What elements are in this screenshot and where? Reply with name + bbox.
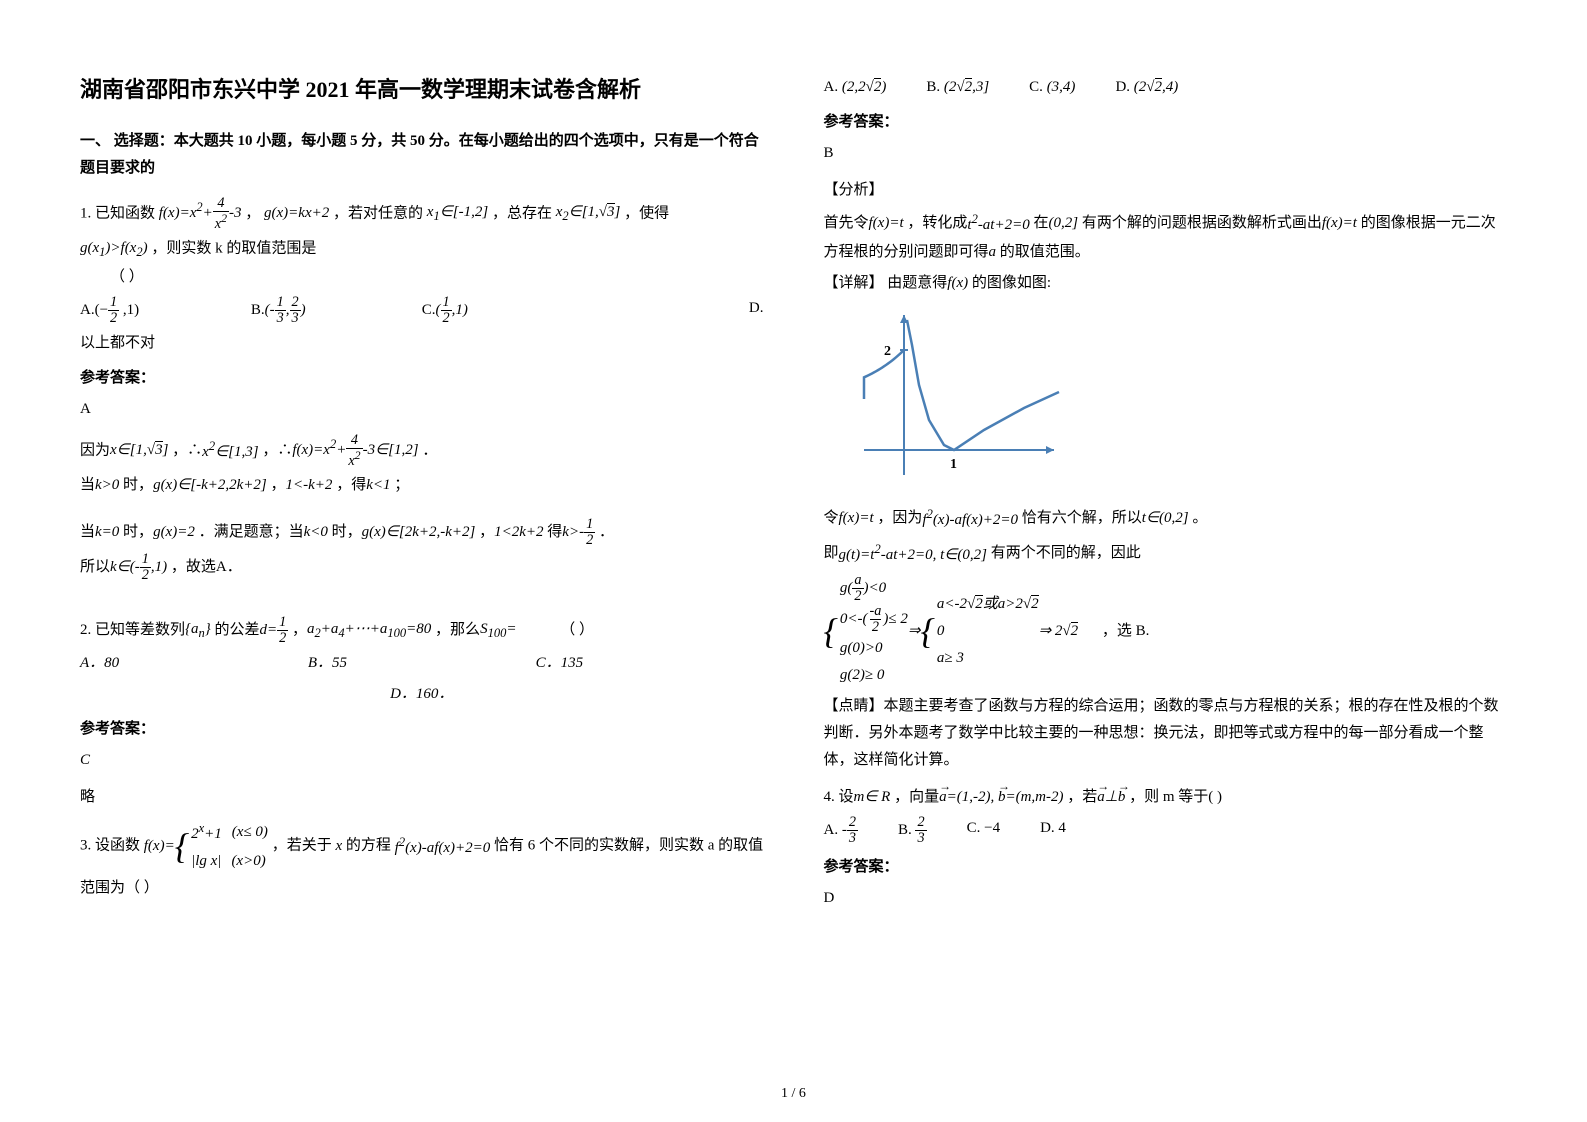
q3-optD: D. (2√2,4) [1115,74,1178,101]
q3-analysis-header: 【分析】 [824,177,1508,204]
q4-optB: B. 23 [898,815,927,846]
left-column: 湖南省邵阳市东兴中学 2021 年高一数学理期末试卷含解析 一、 选择题：本大题… [80,70,764,1078]
q1-optD2: 以上都不对 [80,330,764,357]
q4-answer: D [824,885,1508,912]
q2-omit: 略 [80,784,764,811]
q2-optD: D．160． [80,681,764,708]
q2-options-row1: A．80 B．55 C．135 [80,650,764,677]
q2-answer-header: 参考答案： [80,716,764,743]
q3-detail-header: 【详解】 [824,275,884,291]
q1-expl-2: 当k>0 时，g(x)∈[-k+2,2k+2] ，1<-k+2 ，得k<1 ； [80,472,764,499]
q1-num: 1. [80,205,91,221]
q1-answer-header: 参考答案： [80,365,764,392]
q1-optB: B.(-13,23) [251,295,422,326]
q2: 2. 已知等差数列{an} 的公差d=12 ，a2+a4+⋯+a100=80 ，… [80,615,764,646]
q3-detail-2: 令f(x)=t ，因为f2(x)-af(x)+2=0 恰有六个解，所以t∈(0,… [824,503,1508,534]
svg-text:1: 1 [950,457,957,472]
q3-analysis-p1: 首先令f(x)=t ，转化成t2-at+2=0 在(0,2] 有两个解的问题根据… [824,208,1508,266]
svg-text:2: 2 [884,344,891,359]
q1: 1. 已知函数 f(x)=x2+4x2-3 ， g(x)=kx+2 ，若对任意的… [80,196,764,232]
q4: 4. 设m∈ R ，向量→a=(1,-2), →b=(m,m-2) ，若→a⊥→… [824,784,1508,811]
q1-answer: A [80,396,764,423]
q3-dianjing: 本题主要考查了函数与方程的综合运用；函数的零点与方程根的关系；根的存在性及根的个… [824,698,1499,768]
q2-optB: B．55 [308,650,536,677]
q1-expl-1: 因为x∈[1,√3] ，∴x2∈[1,3] ，∴f(x)=x2+4x2-3∈[1… [80,433,764,469]
q2-answer: C [80,747,764,774]
q4-answer-header: 参考答案： [824,854,1508,881]
q1-optC: C.(12,1) [422,295,593,326]
q4-options: A. -23 B. 23 C. −4 D. 4 [824,815,1508,846]
q1-paren: （ ） [110,264,764,291]
q1-expl-4: 所以k∈(-12,1) ，故选A． [80,552,764,583]
q3-dianjing-header: 【点睛】 [824,698,884,714]
q4-optD: D. 4 [1040,815,1066,846]
page-footer: 1 / 6 [80,1086,1507,1102]
q1-g-expr: g(x)=kx+2 [264,200,329,227]
q3: 3. 设函数 f(x)={2x+1(x≤ 0)|lg x|(x>0) ，若关于 … [80,817,764,902]
q1-text-1: 已知函数 [95,205,155,221]
q3-options: A. (2,2√2) B. (2√2,3] C. (3,4) D. (2√2,4… [824,74,1508,101]
section-intro: 一、 选择题：本大题共 10 小题，每小题 5 分，共 50 分。在每小题给出的… [80,128,764,182]
q3-graph: 21 [854,305,1508,495]
q3-detail-3: 即g(t)=t2-at+2=0, t∈(0,2] 有两个不同的解，因此 [824,538,1508,569]
q3-optB: B. (2√2,3] [926,74,989,101]
q1-f-expr: f(x)=x2+4x2-3 [159,196,242,232]
q1-optA: A.(−12 ,1) [80,295,251,326]
q3-piecewise: f(x)={2x+1(x≤ 0)|lg x|(x>0) [144,817,268,875]
q1-optD: D. [593,295,764,326]
q4-optA: A. -23 [824,815,858,846]
q2-optC: C．135 [536,650,764,677]
q1-expl-3: 当k=0 时，g(x)=2 ．满足题意；当k<0 时，g(x)∈[2k+2,-k… [80,517,764,548]
q3-answer: B [824,140,1508,167]
q1-options: A.(−12 ,1) B.(-13,23) C.(12,1) D. [80,295,764,326]
doc-title: 湖南省邵阳市东兴中学 2021 年高一数学理期末试卷含解析 [80,70,764,110]
q3-answer-header: 参考答案： [824,109,1508,136]
q3-system: {g(a2)<00<-(-a2)≤ 2g(0)>0g(2)≥ 0⇒{a<-2√2… [824,573,1508,689]
q3-optC: C. (3,4) [1029,74,1075,101]
q4-optC: C. −4 [967,815,1000,846]
q2-optA: A．80 [80,650,308,677]
q3-optA: A. (2,2√2) [824,74,887,101]
right-column: A. (2,2√2) B. (2√2,3] C. (3,4) D. (2√2,4… [824,70,1508,1078]
